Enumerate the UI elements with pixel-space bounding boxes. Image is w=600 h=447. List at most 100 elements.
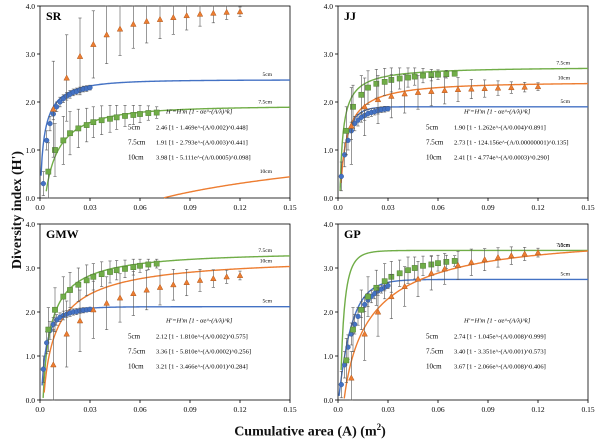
x-tick-label: 0.12 (531, 203, 544, 212)
data-point (358, 91, 365, 98)
data-point (343, 127, 350, 134)
panel-gp: 0.0 1.0 2.0 3.0 4.0 0.0 0.03 0.06 0.09 0.12 0.15 GP… (324, 220, 595, 414)
formula-row-label: 7.5cm (426, 139, 444, 147)
data-point (153, 260, 160, 267)
data-point (236, 8, 244, 15)
data-point (355, 313, 361, 320)
x-axis-label: Cumulative area (A) (m2) (180, 422, 440, 440)
formula-row-text: 3.21 [1 - 3.466e^-(A/0.001)^0.284] (156, 364, 248, 371)
x-axis-label-text: Cumulative area (A) (m (234, 424, 377, 440)
fit-curve-10cm (43, 265, 291, 393)
curve-label: 5cm (561, 271, 571, 277)
y-tick-label: 4.0 (26, 2, 36, 11)
data-point (365, 293, 371, 300)
formula-row-text: 1.90 [1 - 1.262e^-(A/0.004)^0.891] (454, 125, 546, 132)
data-point (381, 78, 388, 85)
x-tick-label: 0.15 (581, 203, 594, 212)
data-point (76, 317, 84, 324)
data-point (358, 306, 365, 313)
plot-frame (337, 5, 589, 199)
data-point (137, 111, 143, 117)
x-tick-label: 0.09 (183, 405, 196, 414)
data-point (45, 326, 52, 333)
data-point (373, 80, 380, 87)
data-point (385, 283, 391, 289)
data-point (223, 273, 230, 280)
formula-row-text: 3.98 [1 - 5.111e^-(A/0.0005)^0.098] (156, 155, 251, 162)
fit-curve-7.5cm (340, 249, 588, 370)
formula-row-label: 10cm (128, 154, 144, 162)
data-point (130, 20, 137, 27)
y-tick-label: 2.0 (324, 308, 334, 317)
data-point (145, 261, 152, 268)
data-point (107, 115, 113, 122)
data-point (143, 17, 150, 24)
data-point (352, 321, 358, 327)
formula-row-text: 2.74 [1 - 1.045e^-(A/0.008)^0.999] (454, 334, 546, 341)
data-point (98, 117, 105, 124)
data-point (508, 252, 515, 259)
data-point (348, 122, 355, 129)
y-tick-label: 1.0 (26, 146, 36, 155)
data-point (90, 273, 97, 280)
data-point (90, 119, 97, 126)
data-point (63, 74, 70, 81)
formula-row-text: 2.46 [1 - 1.469e^-(A/0.002)^0.448] (156, 125, 248, 132)
data-point (183, 12, 190, 19)
data-point (183, 278, 190, 285)
data-point (361, 103, 368, 110)
data-point (143, 286, 150, 293)
data-point (52, 306, 58, 313)
data-point (401, 282, 408, 289)
formula-row-label: 10cm (128, 363, 144, 371)
data-point (443, 71, 450, 78)
data-point (365, 84, 371, 91)
data-point (116, 25, 124, 32)
curve-label: 10cm (558, 243, 571, 249)
data-point (411, 265, 418, 271)
formula-header: H'=H'm [1 - αe^-(A/λ)^k] (165, 318, 233, 325)
x-tick-label: 0.06 (431, 203, 444, 212)
formula-row-label: 5cm (128, 333, 141, 341)
data-point (44, 137, 50, 144)
data-point (441, 265, 448, 272)
x-axis-label-sup: 2 (376, 422, 382, 432)
data-point (52, 147, 58, 153)
y-tick-label: 1.0 (26, 352, 36, 361)
y-tick-label: 2.0 (26, 98, 36, 107)
formula-header: H'=H'm [1 - αe^-(A/λ)^k] (463, 109, 531, 116)
data-point (223, 8, 230, 15)
y-tick-label: 2.0 (26, 308, 36, 317)
data-point (396, 75, 403, 82)
data-point (103, 299, 110, 306)
data-point (196, 276, 204, 283)
x-tick-label: 0.03 (381, 405, 394, 414)
data-point (435, 260, 441, 267)
formula-row-label: 5cm (426, 333, 439, 341)
y-tick-label: 2.0 (324, 98, 334, 107)
fit-curve-10cm (163, 176, 291, 199)
y-tick-label: 0.0 (324, 194, 334, 203)
data-point (428, 269, 435, 276)
x-tick-label: 0.09 (183, 203, 196, 212)
x-tick-label: 0.0 (333, 203, 343, 212)
x-tick-label: 0.12 (531, 405, 544, 414)
formula-row-text: 2.41 [1 - 4.774e^-(A/0.0003)^0.290] (454, 155, 549, 162)
data-point (210, 275, 217, 282)
data-point (210, 9, 217, 16)
data-point (481, 256, 488, 263)
panel-gmw: 0.0 1.0 2.0 3.0 4.0 0.0 0.03 0.06 0.09 0.12 0.15 GM… (26, 220, 297, 414)
data-point (405, 267, 411, 274)
curve-label: 10cm (260, 258, 273, 264)
x-tick-label: 0.15 (283, 203, 296, 212)
data-point (116, 294, 124, 301)
data-point (67, 130, 73, 137)
data-point (107, 269, 113, 275)
data-point (428, 87, 435, 94)
formula-row-text: 3.40 [1 - 3.351e^-(A/0.001)^0.573] (454, 349, 546, 356)
panel-title: GMW (46, 227, 79, 241)
data-point (388, 293, 395, 300)
y-tick-label: 3.0 (324, 50, 334, 59)
data-point (40, 366, 46, 372)
